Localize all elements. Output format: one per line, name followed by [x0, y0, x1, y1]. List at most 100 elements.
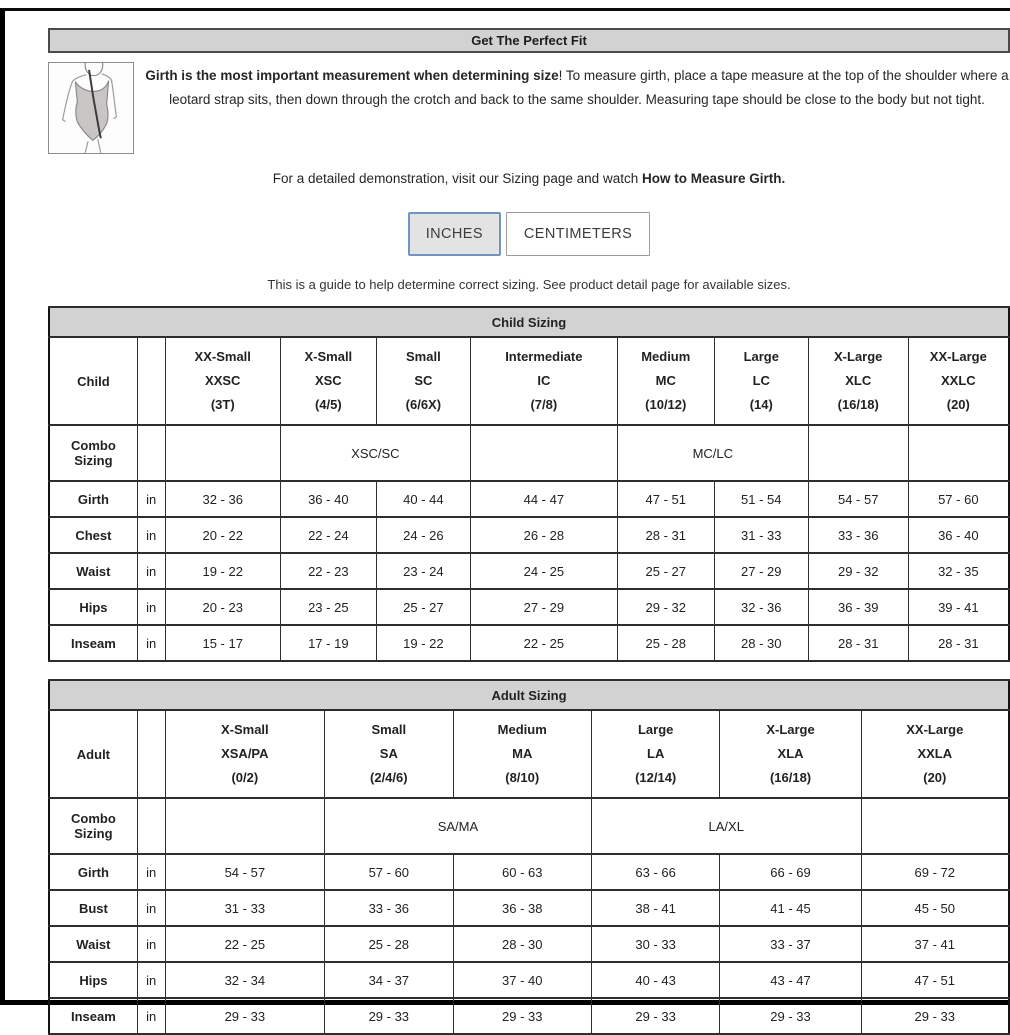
- size-value-cell: 22 - 25: [469, 624, 618, 662]
- unit-cell: in: [136, 853, 166, 891]
- sizing-note: This is a guide to help determine correc…: [267, 277, 791, 292]
- adult-row-waist: Waist in 22 - 25 25 - 28 28 - 30 30 - 33 33 - …: [48, 925, 1010, 963]
- size-value-cell: 47 - 51: [616, 480, 715, 518]
- size-value-cell: 25 - 27: [375, 588, 471, 626]
- girth-diagram: [48, 62, 134, 154]
- child-row-waist: Waist in 19 - 22 22 - 23 23 - 24 24 - 25 25 - …: [48, 552, 1010, 590]
- unit-cell: in: [136, 588, 166, 626]
- size-value-cell: 28 - 31: [807, 624, 909, 662]
- size-value-cell: 25 - 28: [616, 624, 715, 662]
- size-value-cell: 22 - 23: [279, 552, 377, 590]
- size-column-header: X-Small XSC (4/5): [279, 336, 377, 426]
- size-value-cell: 37 - 40: [452, 961, 592, 999]
- size-value-cell: 28 - 31: [907, 624, 1010, 662]
- size-value-cell: 32 - 36: [164, 480, 281, 518]
- size-column-header: XX-Large XXLA (20): [860, 709, 1010, 799]
- size-value-cell: 40 - 43: [590, 961, 721, 999]
- child-unit-header: [136, 336, 166, 426]
- demo-line-text: For a detailed demonstration, visit our …: [272, 171, 642, 186]
- girth-instructions-rest: ! To measure girth, place a tape measure…: [169, 68, 1009, 107]
- size-value-cell: 41 - 45: [719, 889, 862, 927]
- size-value-cell: 36 - 38: [452, 889, 592, 927]
- size-value-cell: 29 - 33: [452, 997, 592, 1035]
- size-column-header: X-Small XSA/PA (0/2): [164, 709, 326, 799]
- size-value-cell: 28 - 31: [616, 516, 715, 554]
- size-column-header: Small SA (2/4/6): [324, 709, 454, 799]
- measurement-label-cell: Hips: [48, 961, 138, 999]
- size-value-cell: 29 - 33: [860, 997, 1010, 1035]
- size-value-cell: 33 - 36: [807, 516, 909, 554]
- size-value-cell: 23 - 24: [375, 552, 471, 590]
- size-value-cell: 28 - 30: [452, 925, 592, 963]
- size-value-cell: 27 - 29: [713, 552, 809, 590]
- measurement-label-cell: Waist: [48, 552, 138, 590]
- unit-cell: in: [136, 997, 166, 1035]
- unit-cell: in: [136, 552, 166, 590]
- size-value-cell: 63 - 66: [590, 853, 721, 891]
- size-value-cell: 43 - 47: [719, 961, 862, 999]
- combo-span-cell: [469, 424, 618, 482]
- adult-row-inseam: Inseam in 29 - 33 29 - 33 29 - 33 29 - 33 29 -…: [48, 997, 1010, 1035]
- unit-cell: in: [136, 889, 166, 927]
- unit-cell: in: [136, 925, 166, 963]
- size-value-cell: 54 - 57: [164, 853, 326, 891]
- size-value-cell: 36 - 40: [279, 480, 377, 518]
- size-value-cell: 29 - 33: [590, 997, 721, 1035]
- size-value-cell: 24 - 25: [469, 552, 618, 590]
- size-value-cell: 37 - 41: [860, 925, 1010, 963]
- size-value-cell: 60 - 63: [452, 853, 592, 891]
- adult-sizing-table: Adult Sizing Adult X-Small XSA/PA (0/2) Small…: [48, 679, 1010, 1035]
- size-value-cell: 19 - 22: [164, 552, 281, 590]
- size-value-cell: 29 - 32: [616, 588, 715, 626]
- child-combo-row: Combo Sizing XSC/SC MC/LC: [48, 424, 1010, 482]
- size-column-header: Large LA (12/14): [590, 709, 721, 799]
- adult-header-row: Adult X-Small XSA/PA (0/2) Small SA (2/4/6) Med…: [48, 709, 1010, 799]
- girth-instructions: Girth is the most important measurement …: [144, 64, 1010, 111]
- combo-span-cell: LA/XL: [590, 797, 862, 855]
- size-value-cell: 32 - 36: [713, 588, 809, 626]
- centimeters-button[interactable]: CENTIMETERS: [505, 212, 651, 256]
- size-value-cell: 17 - 19: [279, 624, 377, 662]
- size-value-cell: 40 - 44: [375, 480, 471, 518]
- size-value-cell: 38 - 41: [590, 889, 721, 927]
- size-value-cell: 30 - 33: [590, 925, 721, 963]
- size-value-cell: 25 - 27: [616, 552, 715, 590]
- size-column-header: XX-Large XXLC (20): [907, 336, 1010, 426]
- child-table-title: Child Sizing: [48, 306, 1010, 338]
- size-value-cell: 29 - 32: [807, 552, 909, 590]
- measurement-label-cell: Bust: [48, 889, 138, 927]
- measurement-label-cell: Girth: [48, 853, 138, 891]
- adult-row-girth: Girth in 54 - 57 57 - 60 60 - 63 63 - 66 66 - …: [48, 853, 1010, 891]
- adult-unit-header: [136, 709, 166, 799]
- measurement-label-cell: Chest: [48, 516, 138, 554]
- demo-line-bold: How to Measure Girth.: [641, 171, 786, 186]
- adult-combo-unit-cell: [136, 797, 166, 855]
- size-value-cell: 32 - 35: [907, 552, 1010, 590]
- size-value-cell: 36 - 40: [907, 516, 1010, 554]
- size-value-cell: 36 - 39: [807, 588, 909, 626]
- child-row-header: Child: [48, 336, 138, 426]
- measurement-label-cell: Waist: [48, 925, 138, 963]
- measurement-label-cell: Inseam: [48, 997, 138, 1035]
- measurement-label-cell: Inseam: [48, 624, 138, 662]
- adult-title-row: Adult Sizing: [48, 679, 1010, 711]
- combo-span-cell: [164, 424, 281, 482]
- adult-row-hips: Hips in 32 - 34 34 - 37 37 - 40 40 - 43 43 - 4…: [48, 961, 1010, 999]
- size-value-cell: 33 - 37: [719, 925, 862, 963]
- combo-span-cell: SA/MA: [324, 797, 592, 855]
- size-value-cell: 24 - 26: [375, 516, 471, 554]
- size-value-cell: 45 - 50: [860, 889, 1010, 927]
- adult-table-title: Adult Sizing: [48, 679, 1010, 711]
- unit-toggle: INCHES CENTIMETERS: [48, 212, 1010, 256]
- size-value-cell: 32 - 34: [164, 961, 326, 999]
- size-value-cell: 29 - 33: [719, 997, 862, 1035]
- size-value-cell: 39 - 41: [907, 588, 1010, 626]
- combo-span-cell: [860, 797, 1010, 855]
- size-column-header: Small SC (6/6X): [375, 336, 471, 426]
- inches-button[interactable]: INCHES: [407, 212, 501, 256]
- combo-span-cell: MC/LC: [616, 424, 809, 482]
- size-value-cell: 69 - 72: [860, 853, 1010, 891]
- size-column-header: Intermediate IC (7/8): [469, 336, 618, 426]
- child-combo-unit-cell: [136, 424, 166, 482]
- child-row-inseam: Inseam in 15 - 17 17 - 19 19 - 22 22 - 25 25 -…: [48, 624, 1010, 662]
